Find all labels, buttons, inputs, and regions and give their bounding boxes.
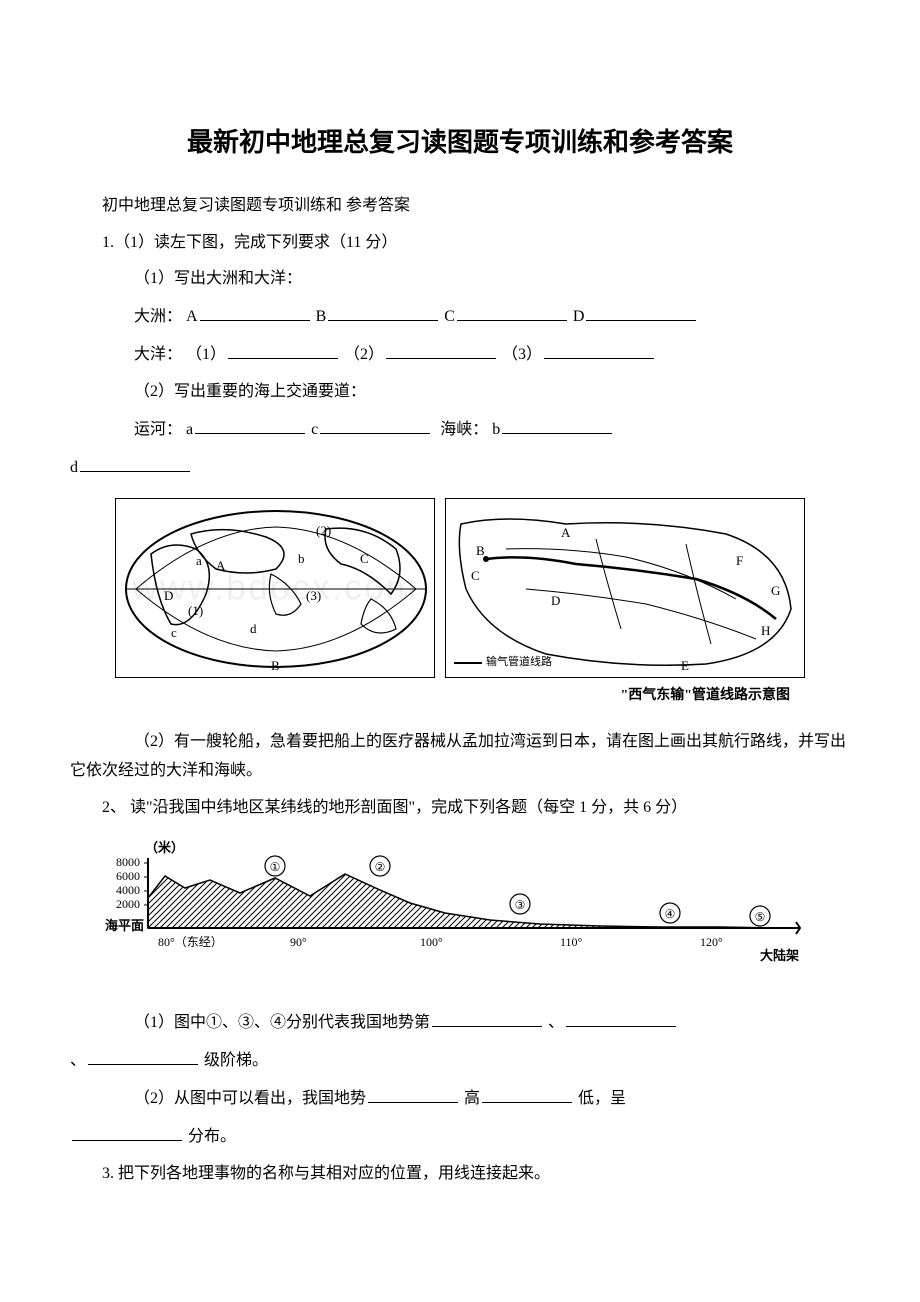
svg-text:8000: 8000 [116, 855, 140, 869]
label-b: B [316, 308, 327, 325]
pipeline-map-svg [446, 499, 806, 679]
q2-intro: 2、 读"沿我国中纬地区某纬线的地形剖面图"，完成下列各题（每空 1 分，共 6… [70, 794, 850, 823]
label-d: D [573, 308, 585, 325]
q2-p2-c: 低，呈 [578, 1090, 626, 1107]
blank-high[interactable] [368, 1084, 458, 1103]
blank-c[interactable] [457, 302, 567, 321]
svg-text:①: ① [270, 860, 281, 874]
label-a: A [186, 308, 198, 325]
label-a2: a [186, 421, 193, 438]
blank-canal-c[interactable] [320, 415, 430, 434]
blank-strait-b[interactable] [502, 415, 612, 434]
pipeline-map-figure: A B C D E F G H 输气管道线路 [445, 498, 805, 678]
page-title: 最新初中地理总复习读图题专项训练和参考答案 [70, 120, 850, 167]
y-axis-label: （米） [145, 840, 184, 855]
q2-p2-b: 高 [464, 1090, 480, 1107]
pipeline-legend: 输气管道线路 [454, 653, 552, 673]
q2-p2-d: 分布。 [188, 1128, 236, 1145]
label-d2: d [70, 459, 78, 476]
right-figure-caption: "西气东输"管道线路示意图 [70, 683, 850, 708]
blank-strait-d[interactable] [80, 453, 190, 472]
q1-p2: （2）写出重要的海上交通要道： [70, 378, 850, 407]
continent-label: 大洲： [134, 308, 182, 325]
svg-text:120°: 120° [700, 935, 723, 949]
q3-text: 3. 把下列各地理事物的名称与其相对应的位置，用线连接起来。 [70, 1160, 850, 1189]
q2-p2-cont: 分布。 [70, 1122, 850, 1152]
svg-text:2000: 2000 [116, 897, 140, 911]
label-o2: （2） [344, 346, 384, 363]
blank-dist[interactable] [72, 1122, 182, 1141]
q1-continents: 大洲： A B C D [70, 302, 850, 332]
q1-waterways-d: d [70, 453, 850, 483]
svg-text:110°: 110° [560, 935, 583, 949]
ocean-label: 大洋： [134, 346, 182, 363]
label-o3: （3） [502, 346, 542, 363]
q2-p1-cont: 、 级阶梯。 [70, 1046, 850, 1076]
blank-step2[interactable] [566, 1008, 676, 1027]
svg-text:③: ③ [515, 898, 526, 912]
subtitle: 初中地理总复习读图题专项训练和 参考答案 [70, 192, 850, 221]
svg-text:⑤: ⑤ [755, 910, 766, 924]
profile-chart: （米） 8000 6000 4000 2000 海平面 80°（东经） 90° … [100, 838, 820, 989]
svg-text:90°: 90° [290, 935, 307, 949]
svg-text:80°（东经）: 80°（东经） [158, 935, 223, 949]
blank-a[interactable] [200, 302, 310, 321]
blank-step3[interactable] [88, 1046, 198, 1065]
svg-text:②: ② [375, 860, 386, 874]
blank-o3[interactable] [544, 340, 654, 359]
svg-text:大陆架: 大陆架 [760, 948, 799, 963]
blank-step1[interactable] [432, 1008, 542, 1027]
blank-low[interactable] [482, 1084, 572, 1103]
strait-label: 海峡： [440, 421, 488, 438]
profile-svg: （米） 8000 6000 4000 2000 海平面 80°（东经） 90° … [100, 838, 820, 978]
blank-o2[interactable] [386, 340, 496, 359]
blank-b[interactable] [328, 302, 438, 321]
label-b2: b [492, 421, 500, 438]
svg-text:④: ④ [665, 907, 676, 921]
q1-oceans: 大洋： （1） （2） （3） [70, 340, 850, 370]
svg-text:6000: 6000 [116, 869, 140, 883]
blank-canal-a[interactable] [195, 415, 305, 434]
q2-p1-c: 、 [70, 1052, 86, 1069]
label-c: C [444, 308, 455, 325]
q1-intro: 1.（1）读左下图，完成下列要求（11 分） [70, 229, 850, 258]
q1-waterways: 运河： a c 海峡： b [70, 415, 850, 445]
q2-p2: （2）从图中可以看出，我国地势 高 低，呈 [70, 1084, 850, 1114]
blank-o1[interactable] [228, 340, 338, 359]
svg-text:4000: 4000 [116, 883, 140, 897]
q2-p1: （1）图中①、③、④分别代表我国地势第 、 [70, 1008, 850, 1038]
svg-text:100°: 100° [420, 935, 443, 949]
q1-p3: （2）有一艘轮船，急着要把船上的医疗器械从孟加拉湾运到日本，请在图上画出其航行路… [70, 728, 850, 786]
q2-p1-b: 、 [548, 1014, 564, 1031]
svg-text:海平面: 海平面 [105, 918, 144, 933]
label-c2: c [311, 421, 318, 438]
q2-p1-d: 级阶梯。 [204, 1052, 268, 1069]
canal-label: 运河： [134, 421, 182, 438]
q2-p1-a: （1）图中①、③、④分别代表我国地势第 [134, 1014, 430, 1031]
world-map-figure: (2) A C D (1) (3) a b c d B www.bdocx.co… [115, 498, 435, 678]
legend-text: 输气管道线路 [486, 653, 552, 673]
label-o1: （1） [186, 346, 226, 363]
q2-p2-a: （2）从图中可以看出，我国地势 [134, 1090, 366, 1107]
blank-d[interactable] [586, 302, 696, 321]
q1-p1: （1）写出大洲和大洋： [70, 265, 850, 294]
figure-row: (2) A C D (1) (3) a b c d B www.bdocx.co… [70, 498, 850, 678]
